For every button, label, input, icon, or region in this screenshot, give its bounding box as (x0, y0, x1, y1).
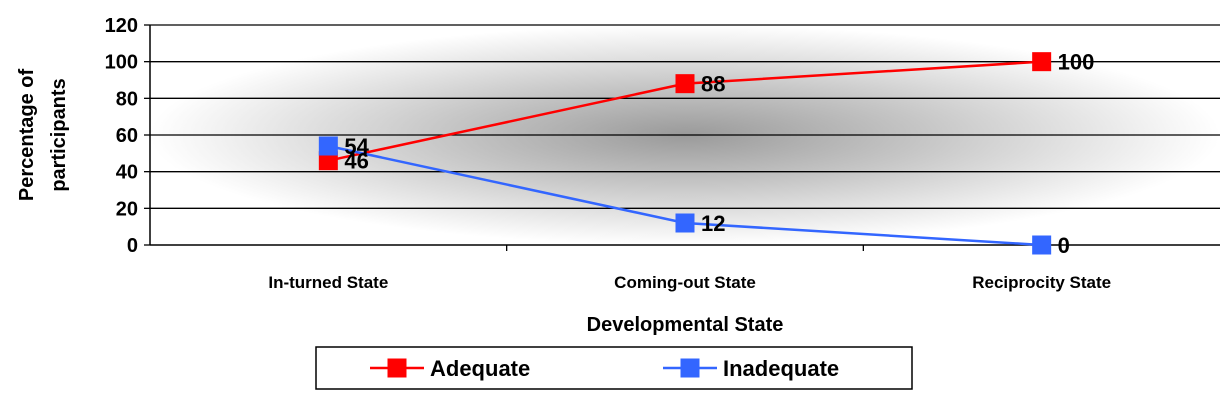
data-label-inadequate: 12 (701, 211, 725, 236)
y-tick-label: 0 (127, 235, 138, 257)
y-tick-label: 40 (116, 162, 138, 184)
y-tick-label: 100 (105, 52, 138, 74)
x-tick-label: Coming-out State (614, 273, 756, 292)
y-axis-title-line-1: Percentage of (16, 69, 38, 202)
legend-item-adequate: Adequate (370, 356, 530, 381)
y-tick-labels: 0 20 40 60 80 100 120 (105, 15, 138, 257)
legend: Adequate Inadequate (315, 346, 913, 390)
data-point-inadequate (318, 136, 338, 156)
data-label-adequate: 100 (1058, 50, 1095, 75)
series: 46 88 100 54 12 0 (318, 50, 1095, 258)
data-label-adequate: 46 (344, 149, 368, 174)
legend-inadequate-label: Inadequate (723, 356, 839, 381)
y-tick-label: 120 (105, 15, 138, 37)
data-label-inadequate: 0 (1058, 233, 1070, 258)
legend-inadequate-marker (680, 358, 700, 378)
x-tick-label: In-turned State (268, 273, 388, 292)
legend-adequate-label: Adequate (430, 356, 530, 381)
x-axis-title: Developmental State (587, 314, 784, 336)
y-tick-label: 20 (116, 198, 138, 220)
legend-adequate-marker (387, 358, 407, 378)
y-axis-title: Percentage of participants (16, 69, 70, 202)
y-tick-label: 80 (116, 88, 138, 110)
data-point-inadequate (1032, 235, 1052, 255)
x-tick-label: Reciprocity State (972, 273, 1111, 292)
y-tick-label: 60 (116, 125, 138, 147)
legend-item-inadequate: Inadequate (663, 356, 839, 381)
data-point-adequate (675, 74, 695, 94)
data-label-inadequate: 54 (344, 134, 369, 159)
x-tick-labels: In-turned State Coming-out State Reciproci… (268, 273, 1111, 292)
data-point-adequate (1032, 52, 1052, 72)
data-label-adequate: 88 (701, 72, 725, 97)
y-axis-title-line-2: participants (48, 78, 70, 191)
gridlines (150, 24, 1220, 209)
data-point-inadequate (675, 213, 695, 233)
